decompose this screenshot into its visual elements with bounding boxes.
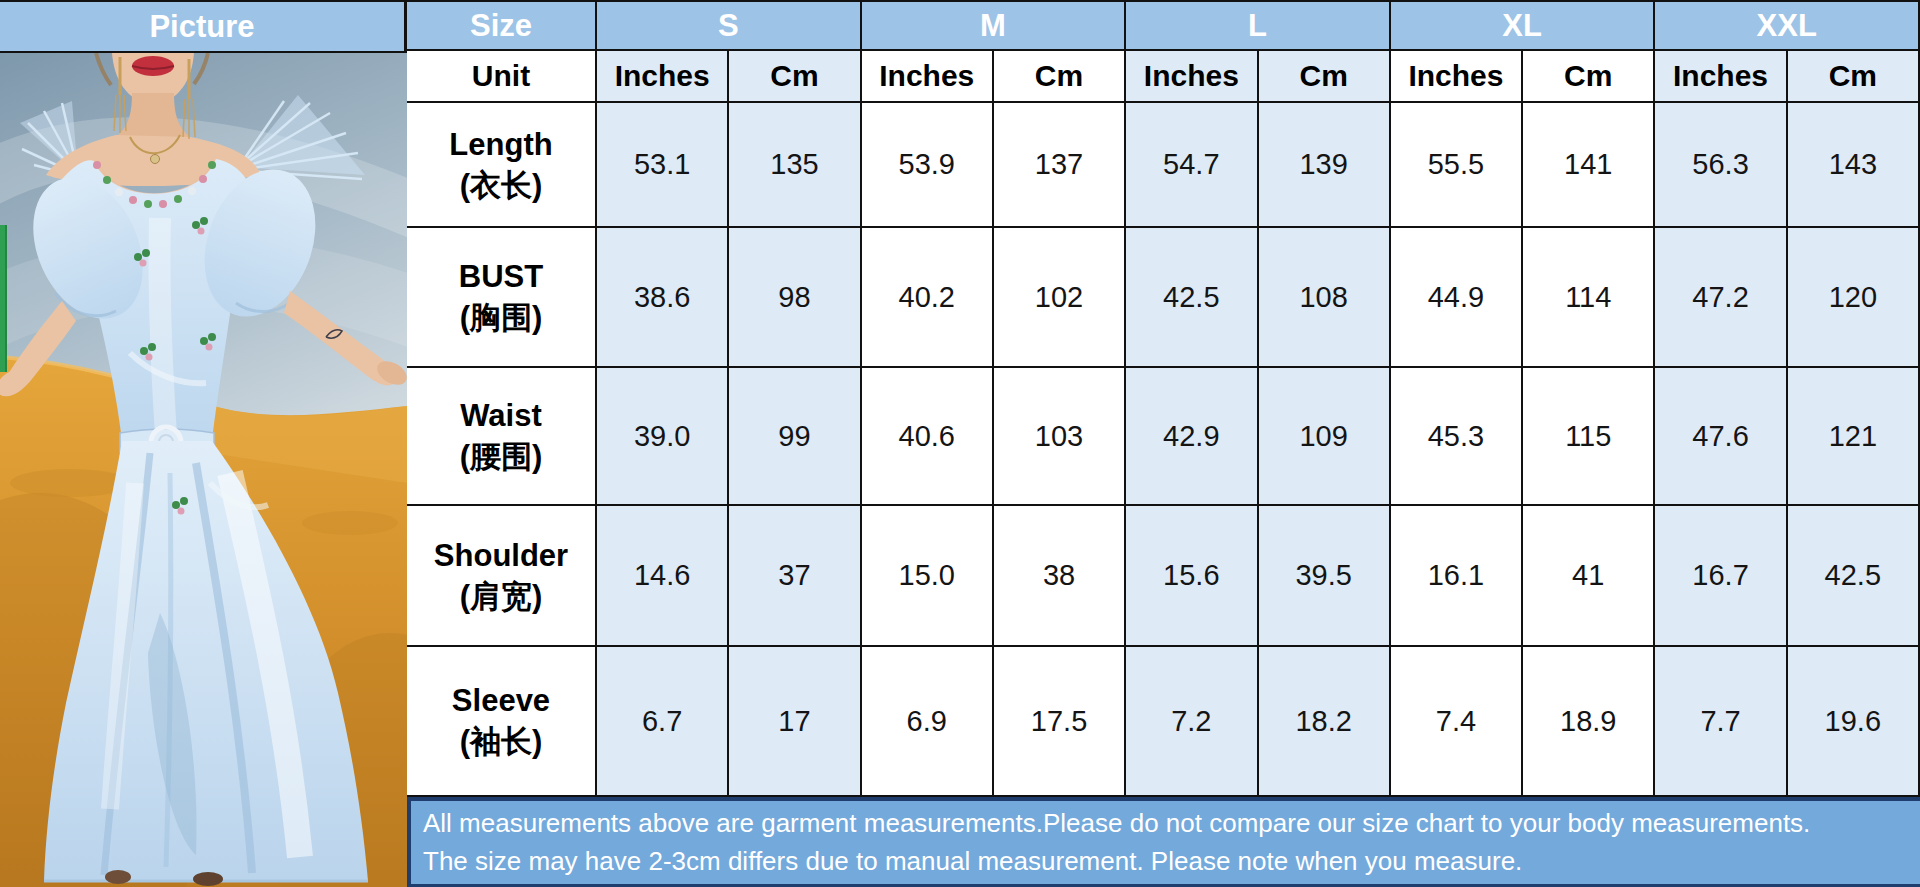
row-label-zh: (腰围) (460, 436, 543, 477)
picture-column: Picture (0, 0, 407, 887)
value-cell: 42.5 (1126, 228, 1258, 368)
unit-l-cm: Cm (1259, 51, 1391, 103)
size-chart-image: Picture (0, 0, 1920, 887)
row-label-sleeve: Sleeve (袖长) (407, 647, 597, 797)
value-cell: 42.9 (1126, 368, 1258, 506)
value-cell: 17.5 (994, 647, 1126, 797)
row-label-en: Shoulder (434, 535, 568, 576)
value-cell: 109 (1259, 368, 1391, 506)
value-cell: 42.5 (1788, 506, 1920, 647)
unit-header: Unit (407, 51, 597, 103)
unit-xl-inches: Inches (1391, 51, 1523, 103)
row-label-zh: (袖长) (460, 721, 543, 762)
unit-m-inches: Inches (862, 51, 994, 103)
value-cell: 38.6 (597, 228, 729, 368)
value-cell: 141 (1523, 103, 1655, 228)
value-cell: 114 (1523, 228, 1655, 368)
note-line-2: The size may have 2-3cm differs due to m… (423, 846, 1920, 877)
value-cell: 102 (994, 228, 1126, 368)
size-header-l: L (1126, 2, 1391, 51)
value-cell: 53.9 (862, 103, 994, 228)
picture-column-header: Picture (0, 2, 407, 53)
value-cell: 56.3 (1655, 103, 1787, 228)
unit-s-cm: Cm (729, 51, 861, 103)
row-label-bust: BUST (胸围) (407, 228, 597, 368)
value-cell: 18.2 (1259, 647, 1391, 797)
value-cell: 15.0 (862, 506, 994, 647)
row-label-en: Sleeve (452, 680, 550, 721)
value-cell: 40.6 (862, 368, 994, 506)
value-cell: 7.7 (1655, 647, 1787, 797)
value-cell: 14.6 (597, 506, 729, 647)
unit-xxl-inches: Inches (1655, 51, 1787, 103)
size-header-m: M (862, 2, 1127, 51)
value-cell: 98 (729, 228, 861, 368)
product-photo (0, 53, 407, 887)
unit-m-cm: Cm (994, 51, 1126, 103)
row-label-en: BUST (459, 256, 543, 297)
row-label-zh: (胸围) (460, 297, 543, 338)
size-header-xl: XL (1391, 2, 1656, 51)
value-cell: 143 (1788, 103, 1920, 228)
value-cell: 120 (1788, 228, 1920, 368)
value-cell: 45.3 (1391, 368, 1523, 506)
model-photo-illustration (0, 53, 407, 887)
note-line-1: All measurements above are garment measu… (423, 808, 1920, 839)
value-cell: 16.1 (1391, 506, 1523, 647)
value-cell: 121 (1788, 368, 1920, 506)
value-cell: 115 (1523, 368, 1655, 506)
value-cell: 19.6 (1788, 647, 1920, 797)
value-cell: 41 (1523, 506, 1655, 647)
value-cell: 47.6 (1655, 368, 1787, 506)
value-cell: 6.7 (597, 647, 729, 797)
value-cell: 99 (729, 368, 861, 506)
size-header-xxl: XXL (1655, 2, 1920, 51)
value-cell: 40.2 (862, 228, 994, 368)
row-label-en: Waist (460, 395, 542, 436)
value-cell: 7.4 (1391, 647, 1523, 797)
value-cell: 18.9 (1523, 647, 1655, 797)
value-cell: 6.9 (862, 647, 994, 797)
unit-s-inches: Inches (597, 51, 729, 103)
row-label-shoulder: Shoulder (肩宽) (407, 506, 597, 647)
unit-l-inches: Inches (1126, 51, 1258, 103)
value-cell: 15.6 (1126, 506, 1258, 647)
value-cell: 103 (994, 368, 1126, 506)
value-cell: 39.5 (1259, 506, 1391, 647)
value-cell: 137 (994, 103, 1126, 228)
value-cell: 39.0 (597, 368, 729, 506)
value-cell: 17 (729, 647, 861, 797)
value-cell: 7.2 (1126, 647, 1258, 797)
value-cell: 54.7 (1126, 103, 1258, 228)
size-table-panel: Size S M L XL XXL Unit Inches Cm Inches … (407, 0, 1920, 887)
value-cell: 44.9 (1391, 228, 1523, 368)
value-cell: 16.7 (1655, 506, 1787, 647)
size-corner-header: Size (407, 2, 597, 51)
measurement-notes: All measurements above are garment measu… (407, 797, 1920, 887)
row-label-zh: (衣长) (460, 165, 543, 206)
size-header-s: S (597, 2, 862, 51)
unit-xl-cm: Cm (1523, 51, 1655, 103)
value-cell: 38 (994, 506, 1126, 647)
value-cell: 47.2 (1655, 228, 1787, 368)
value-cell: 108 (1259, 228, 1391, 368)
row-label-waist: Waist (腰围) (407, 368, 597, 506)
value-cell: 55.5 (1391, 103, 1523, 228)
value-cell: 37 (729, 506, 861, 647)
size-table: Size S M L XL XXL Unit Inches Cm Inches … (407, 0, 1920, 797)
row-label-en: Length (449, 124, 552, 165)
value-cell: 53.1 (597, 103, 729, 228)
value-cell: 139 (1259, 103, 1391, 228)
row-label-zh: (肩宽) (460, 576, 543, 617)
unit-xxl-cm: Cm (1788, 51, 1920, 103)
row-label-length: Length (衣长) (407, 103, 597, 228)
value-cell: 135 (729, 103, 861, 228)
